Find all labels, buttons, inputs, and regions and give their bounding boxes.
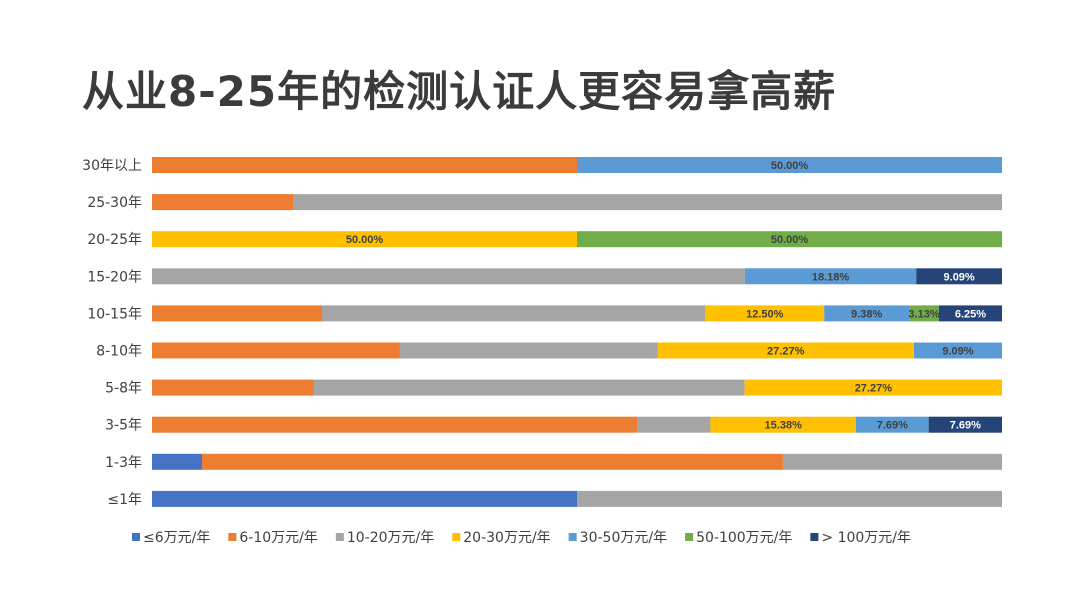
bar-segment: [705, 305, 825, 322]
legend-label: 20-30万元/年: [463, 530, 550, 546]
data-label: 9.09%: [944, 271, 975, 283]
legend-label: 50-100万元/年: [696, 530, 792, 546]
data-label: 50.00%: [771, 234, 809, 246]
bar-segment: [152, 342, 400, 359]
legend-label: > 100万元/年: [821, 530, 911, 546]
category-label: 10-15年: [87, 306, 142, 322]
data-label: 27.27%: [767, 346, 805, 358]
bar-segment: [913, 342, 1002, 359]
bar-segment: [577, 490, 1002, 507]
category-label: 30年以上: [82, 158, 142, 174]
bar-segment: [399, 342, 658, 359]
category-label: ≤1年: [107, 492, 142, 508]
data-label: 50.00%: [346, 234, 384, 246]
bar-segment: [577, 157, 1002, 173]
category-label: 3-5年: [105, 418, 142, 434]
bar-segment: [710, 416, 856, 433]
bar-segment: [201, 453, 783, 470]
bar-segment: [152, 379, 314, 396]
category-label: 15-20年: [87, 269, 142, 285]
bar-segment: [152, 305, 322, 322]
data-label: 27.27%: [855, 383, 893, 395]
bar-segment: [152, 157, 577, 173]
legend-swatch: [335, 533, 344, 541]
legend-swatch: [228, 533, 237, 541]
legend-label: 6-10万元/年: [239, 530, 318, 546]
data-label: 7.69%: [877, 420, 908, 432]
legend-swatch: [568, 533, 577, 541]
legend-swatch: [452, 533, 461, 541]
bar-segment: [293, 194, 1002, 211]
chart-title: 从业8-25年的检测认证人更容易拿高薪: [82, 67, 837, 116]
bar-segment: [313, 379, 745, 396]
legend-label: ≤6万元/年: [143, 530, 210, 546]
bar-segment: [152, 194, 294, 211]
bar-segment: [938, 305, 1002, 322]
bar-segment: [152, 416, 638, 433]
bar-segment: [855, 416, 929, 433]
legend-swatch: [810, 533, 819, 541]
bar-segment: [744, 379, 1002, 396]
bar-segment: [152, 490, 577, 507]
data-label: 50.00%: [771, 160, 809, 172]
bar-segment: [744, 268, 917, 285]
legend-label: 10-20万元/年: [347, 530, 434, 546]
bar-segment: [824, 305, 910, 322]
legend-label: 30-50万元/年: [580, 530, 667, 546]
bar-segment: [909, 305, 939, 322]
bar-segment: [152, 231, 577, 248]
legend-swatch: [685, 533, 694, 541]
bar-segment: [916, 268, 1002, 285]
data-label: 15.38%: [765, 420, 803, 432]
legend-swatch: [132, 533, 140, 541]
data-label: 9.38%: [851, 308, 882, 320]
bar-segment: [657, 342, 914, 359]
bar-segment: [577, 231, 1002, 248]
data-label: 6.25%: [955, 308, 986, 320]
category-label: 1-3年: [105, 455, 142, 471]
bar-segment: [152, 453, 202, 470]
category-label: 8-10年: [96, 344, 142, 360]
data-label: 18.18%: [812, 271, 850, 283]
bar-segment: [152, 268, 745, 285]
data-label: 3.13%: [908, 308, 939, 320]
data-label: 9.09%: [942, 346, 973, 358]
category-label: 5-8年: [105, 381, 142, 397]
data-label: 12.50%: [746, 308, 784, 320]
bar-segment: [322, 305, 706, 322]
bar-segment: [928, 416, 1002, 433]
category-label: 20-25年: [87, 232, 142, 248]
data-label: 7.69%: [950, 420, 981, 432]
category-label: 25-30年: [87, 195, 142, 211]
bar-segment: [637, 416, 711, 433]
bar-segment: [782, 453, 1002, 470]
